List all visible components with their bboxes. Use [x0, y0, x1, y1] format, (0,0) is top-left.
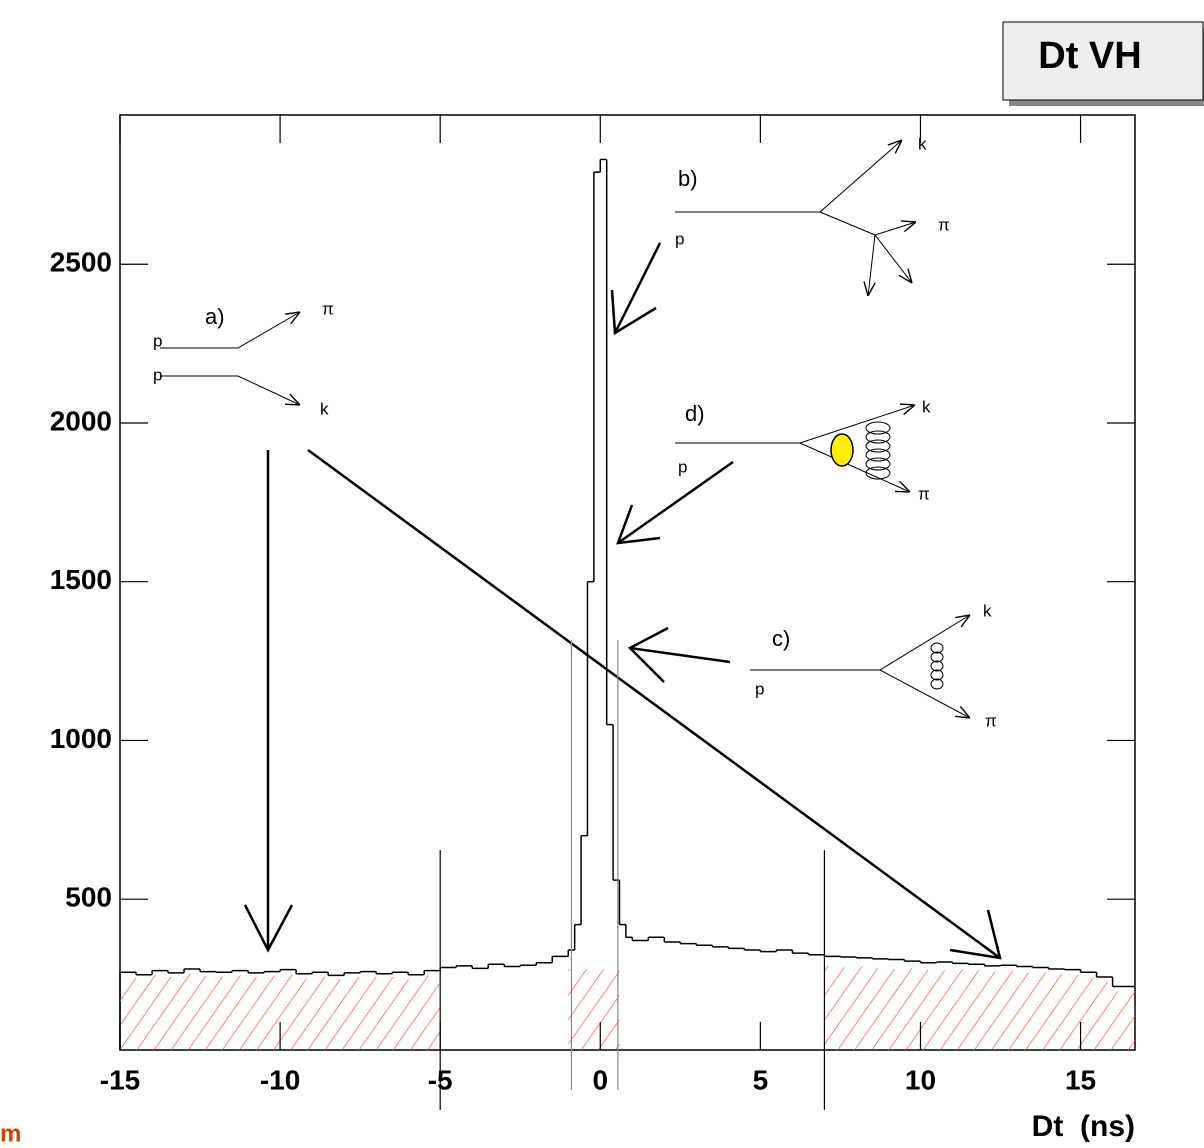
annotation: p [675, 229, 684, 248]
sideband-bar [152, 975, 169, 1050]
sideband-bar [606, 969, 614, 1050]
sideband-bar [408, 979, 425, 1050]
annotation: p [153, 331, 162, 350]
x-tick-label: -15 [100, 1064, 140, 1095]
sideband-bar [232, 975, 249, 1050]
annotation: π [918, 484, 930, 503]
x-tick-label: 5 [753, 1064, 769, 1095]
sideband-bar [120, 976, 137, 1050]
sideband-bar [872, 968, 889, 1050]
sideband-bar [216, 976, 233, 1050]
annotation: b) [678, 166, 698, 191]
annotation: p [678, 457, 687, 476]
annotation: a) [205, 304, 225, 329]
sideband-bar [1080, 976, 1097, 1050]
annotation: k [320, 399, 329, 418]
diagram-a [160, 312, 300, 405]
sideband-bar [1064, 974, 1081, 1050]
annotation: k [983, 601, 992, 620]
diagram-c [750, 615, 970, 718]
chart-title: Dt VH [1038, 35, 1141, 77]
sideband-bar [888, 969, 905, 1050]
sideband-bar [904, 968, 921, 1050]
x-tick-label: -10 [260, 1064, 300, 1095]
annotation: k [922, 397, 931, 416]
y-tick-label: 1000 [50, 723, 112, 754]
sideband-bar [1000, 970, 1017, 1050]
sideband-bar [1112, 991, 1135, 1050]
sideband-bar [296, 978, 313, 1050]
sideband-bar [936, 970, 953, 1050]
title-box [1002, 21, 1204, 101]
sideband-bar [376, 978, 393, 1050]
annotation: π [322, 299, 334, 318]
sideband-bar [824, 965, 841, 1050]
sideband-bar [581, 969, 588, 1050]
sideband-bar [600, 969, 607, 1050]
annotation: p [153, 365, 162, 384]
diagram-d [675, 405, 915, 492]
annotation: p [755, 679, 764, 698]
sideband-bar [200, 976, 217, 1050]
sideband-bar [360, 976, 377, 1050]
sideband-bar [587, 969, 594, 1050]
sideband-bar [280, 974, 297, 1050]
sideband-bar [424, 975, 441, 1050]
x-tick-label: 0 [592, 1064, 608, 1095]
sideband-bar [184, 973, 201, 1050]
sideband-bar [168, 976, 185, 1050]
x-axis-label: Dt (ns) [1032, 1110, 1135, 1143]
sideband-bar [1048, 973, 1065, 1050]
frame [119, 114, 1136, 1051]
sideband-bar [613, 969, 620, 1050]
sideband-bar [248, 976, 265, 1050]
sideband-bar [593, 969, 601, 1050]
sideband-bar [1096, 981, 1113, 1050]
annotation: d) [685, 401, 705, 426]
sideband-bar [984, 971, 1001, 1050]
sideband-bar [312, 976, 329, 1050]
sideband-bar [952, 969, 969, 1050]
pointer-arrows [243, 242, 1002, 960]
sideband-bar [574, 969, 582, 1050]
x-tick-label: 15 [1065, 1064, 1096, 1095]
annotation: k [918, 134, 927, 153]
sideband-bar [344, 976, 361, 1050]
sideband-bar [328, 979, 345, 1050]
sideband-bar [968, 970, 985, 1050]
sideband-bar [840, 967, 857, 1050]
annotation: π [938, 215, 950, 234]
sideband-bar [136, 978, 153, 1050]
sideband-bar [264, 976, 281, 1050]
corner-text: m [0, 1120, 21, 1147]
x-tick-label: -5 [428, 1064, 453, 1095]
sideband-bar [920, 969, 937, 1050]
y-tick-label: 500 [65, 882, 112, 913]
annotation: c) [772, 626, 790, 651]
y-tick-label: 2000 [50, 405, 112, 436]
sideband-bar [1016, 972, 1033, 1050]
sideband-bar [1032, 972, 1049, 1050]
plot-area [119, 114, 1136, 1051]
x-tick-label: 10 [905, 1064, 936, 1095]
sideband-bar [856, 966, 873, 1050]
annotation: π [985, 711, 997, 730]
y-tick-label: 2500 [50, 247, 112, 278]
sideband-bar [392, 976, 409, 1050]
diagram-b [675, 140, 916, 296]
y-tick-label: 1500 [50, 564, 112, 595]
